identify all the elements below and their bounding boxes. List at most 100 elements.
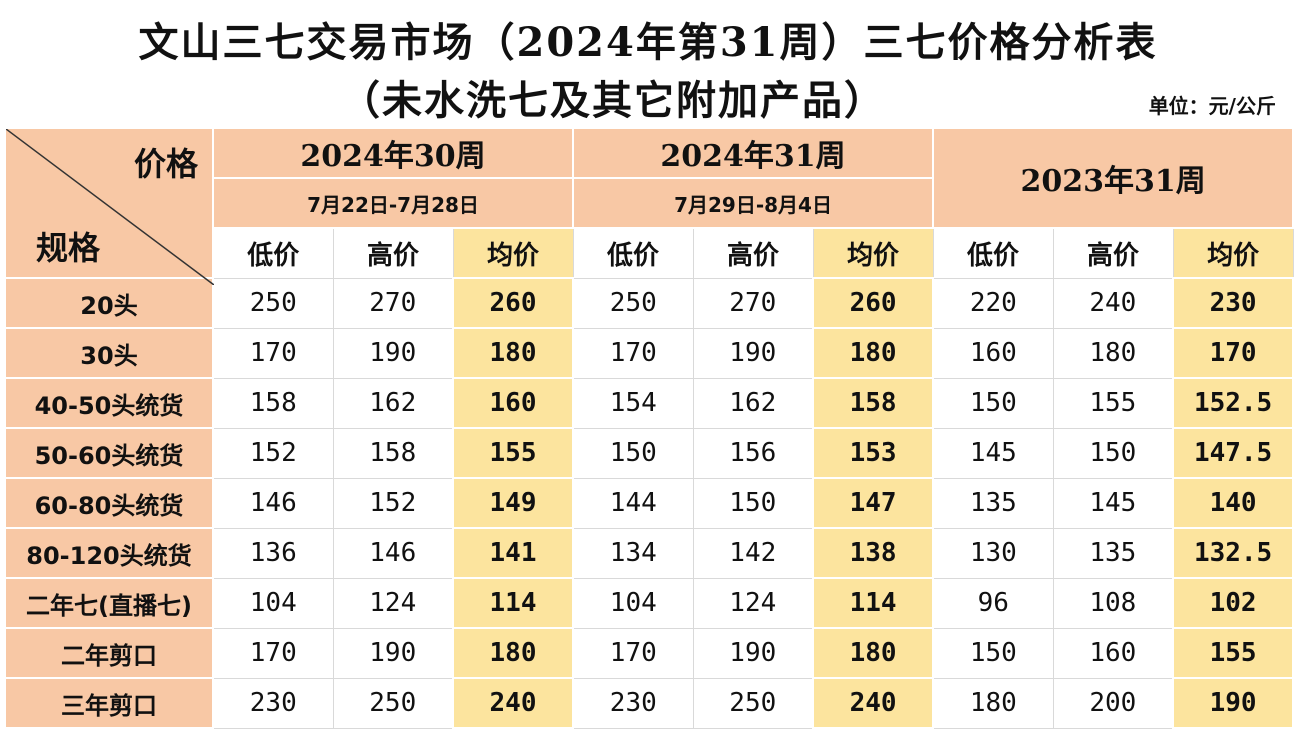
table-row: 40-50头统货 158 162 160 154 162 158 150 155 152.5 [4,377,1295,429]
avg-price-cell: 240 [812,677,935,729]
avg-price-cell: 149 [451,477,575,529]
avg-price-cell: 260 [451,277,575,329]
low-price-cell: 170 [212,327,334,379]
row-spec-label: 二年七(直播七) [4,577,214,629]
high-price-cell: 250 [692,677,814,729]
high-price-cell: 150 [1052,427,1174,479]
low-price-cell: 104 [212,577,334,629]
avg-price-cell: 155 [1172,627,1295,679]
avg-price-cell: 180 [451,627,575,679]
avg-price-cell: 160 [451,377,575,429]
col-header-high: 高价 [332,227,454,279]
table-row: 80-120头统货 136 146 141 134 142 138 130 135 132.5 [4,527,1295,579]
high-price-cell: 162 [332,377,454,429]
high-price-cell: 190 [692,327,814,379]
high-price-cell: 145 [1052,477,1174,529]
low-price-cell: 134 [572,527,694,579]
low-price-cell: 146 [212,477,334,529]
low-price-cell: 130 [932,527,1054,579]
row-spec-label: 50-60头统货 [4,427,214,479]
high-price-cell: 200 [1052,677,1174,729]
high-price-cell: 156 [692,427,814,479]
unit-label: 单位：元/公斤 [1148,94,1276,118]
col-header-avg: 均价 [1172,227,1294,279]
high-price-cell: 158 [332,427,454,479]
row-spec-label: 二年剪口 [4,627,214,679]
avg-price-cell: 114 [812,577,935,629]
row-spec-label: 30头 [4,327,214,379]
corner-header: 价格 规格 [4,127,214,285]
group-dates-1: 7月22日-7月28日 [211,177,575,229]
diagonal-divider [6,129,214,285]
low-price-cell: 230 [572,677,694,729]
corner-price-label: 价格 [133,145,198,183]
low-price-cell: 250 [212,277,334,329]
corner-spec-label: 规格 [36,229,101,267]
low-price-cell: 154 [572,377,694,429]
price-table: 价格 规格 2024年30周 2024年31周 2023年31周 7月22日-7… [4,127,1295,729]
avg-price-cell: 147.5 [1172,427,1295,479]
avg-price-cell: 180 [812,327,935,379]
avg-price-cell: 153 [812,427,935,479]
table-row: 三年剪口 230 250 240 230 250 240 180 200 190 [4,677,1295,729]
table-row: 30头 170 190 180 170 190 180 160 180 170 [4,327,1295,379]
high-price-cell: 180 [1052,327,1174,379]
avg-price-cell: 141 [451,527,575,579]
avg-price-cell: 155 [451,427,575,479]
low-price-cell: 150 [572,427,694,479]
table-title: 文山三七交易市场（2024年第31周）三七价格分析表 [138,19,1158,66]
group-week-2: 2024年31周 [572,127,935,179]
avg-price-cell: 170 [1172,327,1295,379]
avg-price-cell: 140 [1172,477,1295,529]
high-price-cell: 135 [1052,527,1174,579]
avg-price-cell: 138 [812,527,935,579]
col-header-low: 低价 [212,227,334,279]
high-price-cell: 124 [692,577,814,629]
col-header-low: 低价 [572,227,694,279]
avg-price-cell: 158 [812,377,935,429]
table-row: 60-80头统货 146 152 149 144 150 147 135 145 140 [4,477,1295,529]
avg-price-cell: 230 [1172,277,1295,329]
table-row: 二年剪口 170 190 180 170 190 180 150 160 155 [4,627,1295,679]
avg-price-cell: 152.5 [1172,377,1295,429]
avg-price-cell: 180 [812,627,935,679]
high-price-cell: 190 [332,327,454,379]
row-spec-label: 20头 [4,277,214,329]
high-price-cell: 270 [332,277,454,329]
table-row: 二年七(直播七) 104 124 114 104 124 114 96 108 102 [4,577,1295,629]
high-price-cell: 190 [332,627,454,679]
low-price-cell: 135 [932,477,1054,529]
row-spec-label: 80-120头统货 [4,527,214,579]
table-subtitle: （未水洗七及其它附加产品） [340,77,886,124]
high-price-cell: 190 [692,627,814,679]
low-price-cell: 144 [572,477,694,529]
low-price-cell: 152 [212,427,334,479]
row-spec-label: 40-50头统货 [4,377,214,429]
table-row: 50-60头统货 152 158 155 150 156 153 145 150 147.5 [4,427,1295,479]
high-price-cell: 152 [332,477,454,529]
avg-price-cell: 102 [1172,577,1295,629]
low-price-cell: 170 [572,327,694,379]
avg-price-cell: 240 [451,677,575,729]
low-price-cell: 150 [932,377,1054,429]
low-price-cell: 158 [212,377,334,429]
row-spec-label: 60-80头统货 [4,477,214,529]
col-header-avg: 均价 [812,227,934,279]
low-price-cell: 170 [212,627,334,679]
low-price-cell: 220 [932,277,1054,329]
high-price-cell: 240 [1052,277,1174,329]
low-price-cell: 170 [572,627,694,679]
low-price-cell: 250 [572,277,694,329]
high-price-cell: 160 [1052,627,1174,679]
group-week-3: 2023年31周 [932,127,1295,229]
high-price-cell: 250 [332,677,454,729]
col-header-avg: 均价 [452,227,574,279]
low-price-cell: 145 [932,427,1054,479]
low-price-cell: 160 [932,327,1054,379]
avg-price-cell: 114 [451,577,575,629]
group-week-1: 2024年30周 [211,127,575,179]
high-price-cell: 142 [692,527,814,579]
high-price-cell: 108 [1052,577,1174,629]
high-price-cell: 270 [692,277,814,329]
col-header-high: 高价 [1052,227,1174,279]
